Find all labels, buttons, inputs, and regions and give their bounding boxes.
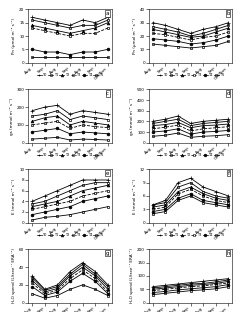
Y-axis label: Pn (µmol m⁻² s⁻¹): Pn (µmol m⁻² s⁻¹)	[12, 18, 16, 54]
Legend: T0, T1, T2, T3, T4, T5: T0, T1, T2, T3, T4, T5	[36, 72, 104, 77]
Legend: T0, T1, T2, T3, T4, T5: T0, T1, T2, T3, T4, T5	[157, 152, 224, 157]
Text: c: c	[106, 91, 109, 96]
Text: a: a	[106, 11, 109, 16]
Legend: T0, T1, T2, T3, T4, T5: T0, T1, T2, T3, T4, T5	[36, 232, 104, 237]
Y-axis label: gs (mmol m⁻² s⁻¹): gs (mmol m⁻² s⁻¹)	[10, 97, 14, 135]
Text: g: g	[106, 251, 109, 256]
Legend: T0, T1, T2, T3, T4, T5: T0, T1, T2, T3, T4, T5	[157, 72, 224, 77]
Text: d: d	[226, 91, 230, 96]
Y-axis label: H₂O spend (L/tree⁻¹ ERA⁻¹): H₂O spend (L/tree⁻¹ ERA⁻¹)	[12, 248, 16, 304]
Text: e: e	[106, 171, 109, 176]
Y-axis label: H₂O spend (L/tree⁻¹ ERA⁻¹): H₂O spend (L/tree⁻¹ ERA⁻¹)	[130, 248, 134, 304]
Legend: T0, T1, T2, T3, T4, T5: T0, T1, T2, T3, T4, T5	[157, 232, 224, 237]
Legend: T0, T1, T2, T3, T4, T5: T0, T1, T2, T3, T4, T5	[36, 152, 104, 157]
Text: b: b	[226, 11, 230, 16]
Text: f: f	[228, 171, 230, 176]
Y-axis label: E (mmol m⁻² s⁻¹): E (mmol m⁻² s⁻¹)	[133, 178, 137, 214]
Y-axis label: E (mmol m⁻² s⁻¹): E (mmol m⁻² s⁻¹)	[12, 178, 16, 214]
Y-axis label: Pn (µmol m⁻² s⁻¹): Pn (µmol m⁻² s⁻¹)	[133, 18, 137, 54]
Text: h: h	[226, 251, 230, 256]
Y-axis label: gs (mmol m⁻² s⁻¹): gs (mmol m⁻² s⁻¹)	[130, 97, 134, 135]
